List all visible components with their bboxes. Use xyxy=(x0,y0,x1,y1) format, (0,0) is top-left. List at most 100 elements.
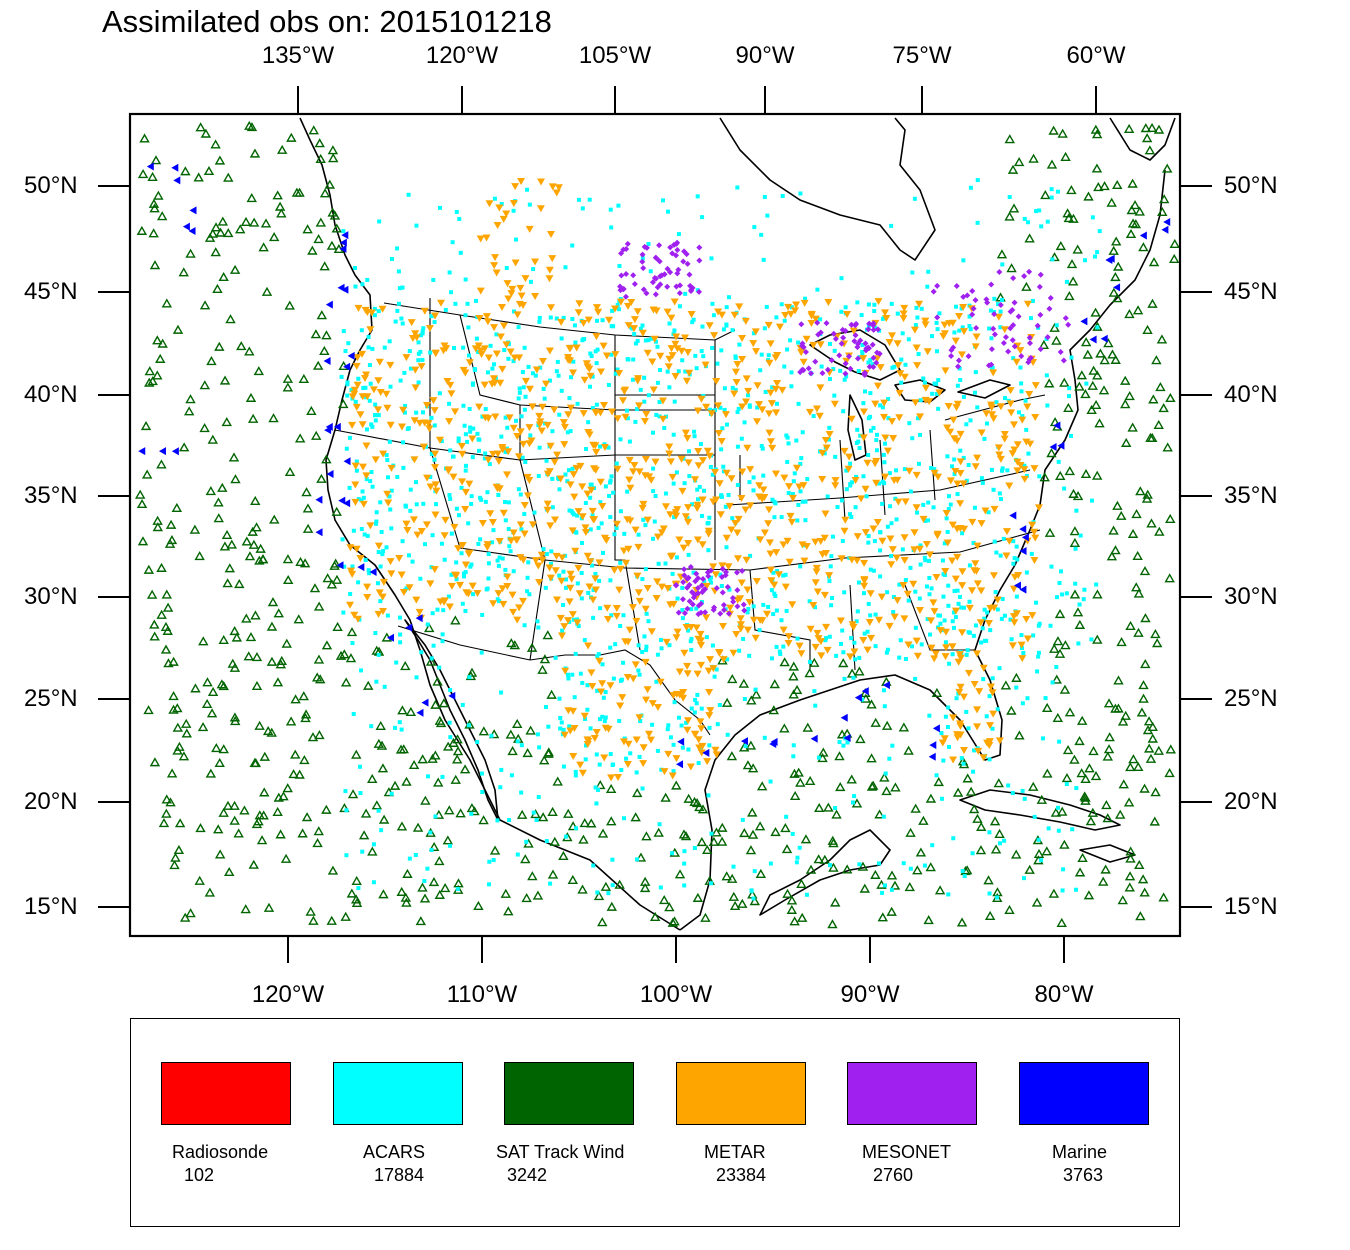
acars-marker xyxy=(864,494,869,499)
metar-marker xyxy=(612,520,621,528)
acars-marker xyxy=(572,323,577,328)
sat-track-wind-marker xyxy=(1076,715,1088,725)
mesonet-marker xyxy=(1026,268,1033,275)
acars-marker xyxy=(466,353,471,358)
metar-marker xyxy=(900,534,909,542)
metar-marker xyxy=(374,542,383,550)
acars-marker xyxy=(799,456,804,461)
metar-marker xyxy=(461,369,470,377)
metar-marker xyxy=(635,402,644,410)
acars-marker xyxy=(841,409,846,414)
mesonet-marker xyxy=(1034,322,1041,329)
metar-marker xyxy=(910,546,919,554)
acars-marker xyxy=(995,707,1000,712)
acars-marker xyxy=(945,454,950,459)
acars-marker xyxy=(634,857,639,862)
sat-track-wind-marker xyxy=(789,768,800,778)
acars-marker xyxy=(856,580,861,585)
metar-marker xyxy=(1023,635,1032,643)
observation-map xyxy=(98,86,1212,963)
sat-track-wind-marker xyxy=(819,854,831,864)
metar-marker xyxy=(805,408,814,416)
acars-marker xyxy=(359,498,364,503)
mesonet-marker xyxy=(972,297,979,304)
sat-track-wind-marker xyxy=(194,551,205,561)
sat-track-wind-marker xyxy=(165,519,177,529)
mesonet-marker xyxy=(970,305,977,312)
sat-track-wind-marker xyxy=(1151,638,1163,648)
acars-marker xyxy=(835,505,840,510)
acars-marker xyxy=(803,518,808,523)
acars-marker xyxy=(927,713,932,718)
acars-marker xyxy=(376,413,381,418)
acars-marker xyxy=(872,539,877,544)
metar-marker xyxy=(648,358,657,366)
acars-marker xyxy=(855,300,860,305)
sat-track-wind-marker xyxy=(327,145,339,155)
metar-marker xyxy=(383,490,392,498)
metar-marker xyxy=(941,628,950,636)
metar-marker xyxy=(425,425,434,433)
acars-marker xyxy=(1039,224,1044,229)
sat-track-wind-marker xyxy=(1006,705,1017,715)
metar-marker xyxy=(480,345,489,353)
metar-marker xyxy=(551,516,560,524)
acars-marker xyxy=(1026,451,1031,456)
mesonet-marker xyxy=(698,582,705,589)
acars-marker xyxy=(520,455,525,460)
acars-marker xyxy=(548,315,553,320)
metar-marker xyxy=(653,703,662,711)
acars-marker xyxy=(617,263,622,268)
acars-marker xyxy=(955,383,960,388)
metar-marker xyxy=(449,473,458,481)
sat-track-wind-marker xyxy=(1086,404,1097,414)
sat-track-wind-marker xyxy=(206,355,217,366)
sat-track-wind-marker xyxy=(163,658,174,668)
mesonet-marker xyxy=(934,282,941,289)
mesonet-marker xyxy=(675,609,682,616)
metar-marker xyxy=(767,400,776,408)
metar-marker xyxy=(812,405,821,413)
metar-marker xyxy=(451,408,460,416)
acars-marker xyxy=(526,364,531,369)
acars-marker xyxy=(1000,597,1005,602)
sat-track-wind-marker xyxy=(729,900,741,911)
sat-track-wind-marker xyxy=(147,376,158,386)
acars-marker xyxy=(871,425,876,430)
metar-marker xyxy=(492,269,501,277)
metar-marker xyxy=(566,481,575,489)
right-axis-label: 40°N xyxy=(1224,381,1278,408)
metar-marker xyxy=(424,420,433,428)
metar-marker xyxy=(576,761,585,769)
metar-marker xyxy=(943,424,952,432)
acars-marker xyxy=(800,430,805,435)
metar-marker xyxy=(719,656,728,664)
acars-marker xyxy=(616,307,621,312)
mesonet-marker xyxy=(960,293,967,300)
acars-marker xyxy=(1061,867,1066,872)
acars-marker xyxy=(910,644,915,649)
sat-track-wind-marker xyxy=(222,578,233,588)
acars-marker xyxy=(382,684,387,689)
metar-marker xyxy=(1022,616,1031,624)
acars-marker xyxy=(625,416,630,421)
sat-track-wind-marker xyxy=(1110,703,1121,713)
sat-track-wind-marker xyxy=(678,829,690,839)
metar-marker xyxy=(531,258,540,266)
sat-track-wind-marker xyxy=(1108,287,1120,297)
sat-track-wind-marker xyxy=(537,812,549,822)
acars-marker xyxy=(503,450,508,455)
sat-track-wind-marker xyxy=(600,881,612,891)
sat-track-wind-marker xyxy=(180,166,191,176)
acars-marker xyxy=(544,839,549,844)
sat-track-wind-marker xyxy=(641,831,652,841)
sat-track-wind-marker xyxy=(1127,528,1139,538)
acars-marker xyxy=(366,568,371,573)
acars-marker xyxy=(544,458,549,463)
acars-marker xyxy=(987,694,992,699)
acars-marker xyxy=(940,558,945,563)
legend-name: Marine xyxy=(1052,1142,1108,1162)
sat-track-wind-marker xyxy=(214,849,226,859)
metar-marker xyxy=(705,712,714,720)
sat-track-wind-marker xyxy=(747,807,758,817)
